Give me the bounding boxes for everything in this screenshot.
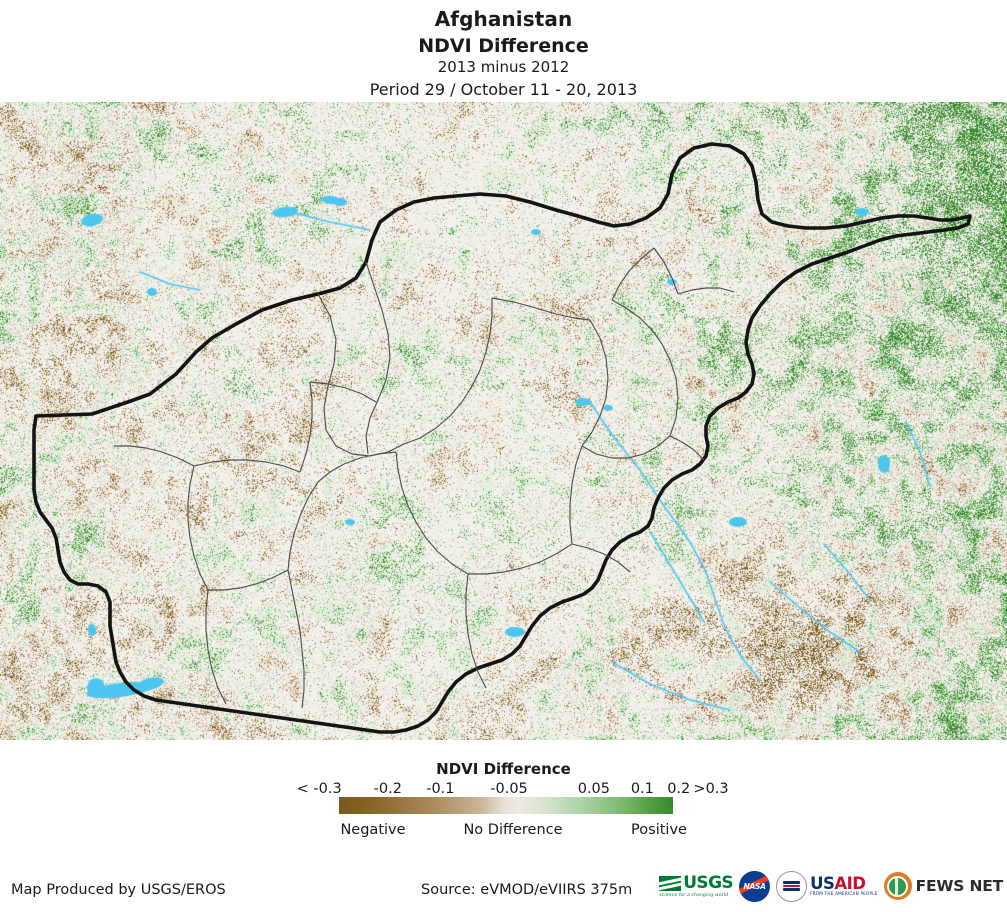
- legend-tick-5: 0.1: [630, 781, 654, 797]
- title-block: Afghanistan NDVI Difference 2013 minus 2…: [0, 0, 1007, 102]
- legend-caption-0: Negative: [340, 822, 406, 838]
- legend-tick-7: >0.3: [693, 781, 729, 797]
- footer: Map Produced by USGS/EROS Source: eVMOD/…: [0, 860, 1007, 912]
- usaid-wordmark-aid: AID: [834, 873, 866, 893]
- legend-tick-4: 0.05: [577, 781, 611, 797]
- partner-logos: USGS science for a changing world NASA U…: [659, 866, 1003, 906]
- legend-title: NDVI Difference: [436, 760, 571, 778]
- legend: NDVI Difference < -0.3 -0.2 -0.1 -0.05 0.05 0…: [0, 740, 1007, 860]
- fews-net-wordmark: FEWS NET: [915, 877, 1004, 895]
- product-title: NDVI Difference: [418, 35, 589, 57]
- legend-tick-2: -0.1: [426, 781, 455, 797]
- legend-caption-1: No Difference: [463, 822, 563, 838]
- usaid-logo[interactable]: USAID FROM THE AMERICAN PEOPLE: [776, 870, 878, 902]
- legend-tick-0: < -0.3: [296, 781, 342, 797]
- legend-captions: Negative No Difference Positive: [0, 822, 1007, 842]
- page-title: Afghanistan: [434, 7, 573, 31]
- usgs-tagline: science for a changing world: [659, 892, 729, 898]
- map-panel[interactable]: [0, 102, 1007, 740]
- ndvi-raster-layer: [0, 102, 1007, 740]
- usgs-wordmark: USGS: [683, 872, 734, 893]
- legend-tick-6: 0.2: [667, 781, 691, 797]
- producer-credit: Map Produced by USGS/EROS: [11, 882, 226, 898]
- legend-caption-2: Positive: [631, 822, 687, 838]
- usaid-seal-icon: [776, 870, 808, 902]
- usaid-tagline: FROM THE AMERICAN PEOPLE: [810, 891, 878, 897]
- fews-globe-icon: [883, 872, 912, 900]
- usgs-logo[interactable]: USGS science for a changing world: [659, 871, 734, 901]
- usaid-wordmark-us: US: [810, 873, 835, 893]
- legend-tick-3: -0.05: [490, 781, 528, 797]
- legend-tick-1: -0.2: [373, 781, 402, 797]
- usgs-mark-icon: [659, 875, 682, 891]
- nasa-logo[interactable]: NASA: [739, 870, 771, 902]
- comparison-line: 2013 minus 2012: [437, 58, 570, 76]
- period-line: Period 29 / October 11 - 20, 2013: [369, 80, 638, 99]
- legend-tick-labels: < -0.3 -0.2 -0.1 -0.05 0.05 0.1 0.2 >0.3: [297, 781, 729, 799]
- legend-color-ramp: [339, 797, 673, 814]
- data-source-text: Source: eVMOD/eVIIRS 375m: [421, 882, 633, 898]
- nasa-wordmark: NASA: [743, 881, 766, 891]
- fews-net-logo[interactable]: FEWS NET: [883, 872, 1004, 900]
